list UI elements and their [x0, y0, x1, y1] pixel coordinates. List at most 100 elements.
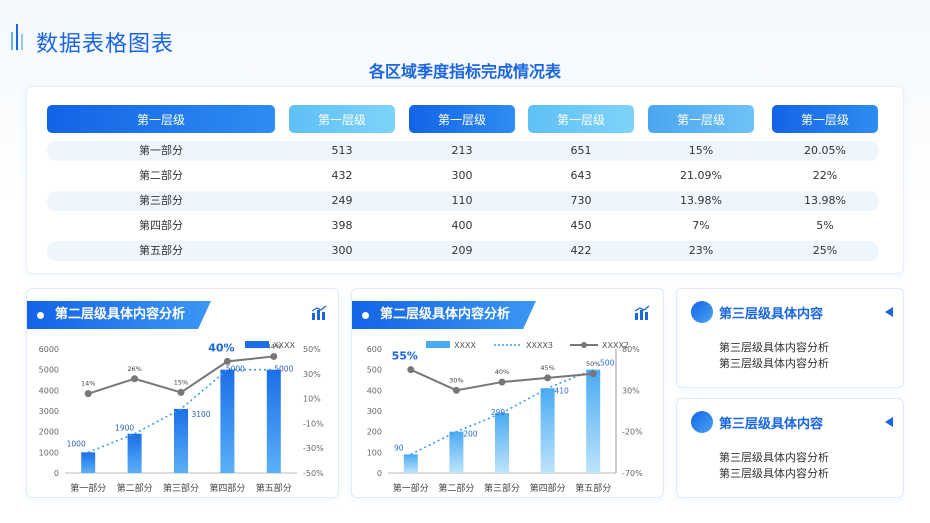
bar [266, 369, 281, 473]
table-cell: 300 [331, 244, 353, 257]
line-point [544, 374, 552, 382]
legend-label: XXXX [273, 341, 295, 350]
bullet-dot-icon [362, 312, 369, 319]
combo-chart-2: 0 100 200 300 400 500 600 -70% -20% 30% 80% 90 200 29… [367, 341, 643, 494]
panel-title-1: 第二层级具体内容分析 [27, 301, 211, 329]
line-point-label: 40% [495, 368, 509, 376]
line-point-label: 50% [586, 360, 600, 368]
table-cell: 300 [451, 169, 473, 182]
table-row: 第四部分 398 400 450 7% 5% [47, 216, 879, 236]
y-tick-label: 4000 [39, 386, 59, 395]
bar [403, 454, 418, 473]
legend-label: XXXX2 [602, 341, 629, 350]
bar-chart-icon [311, 305, 327, 320]
table-cell: 400 [451, 219, 473, 232]
team-icon [691, 301, 713, 323]
y2-tick-label: -20% [622, 428, 643, 437]
x-tick-label: 第三部分 [163, 482, 199, 494]
chart-panel-2: 第二层级具体内容分析 0 100 200 300 400 500 600 -70% -20% 30… [351, 288, 664, 498]
table-cell: 第五部分 [139, 244, 183, 257]
y-tick-label: 400 [367, 386, 382, 395]
table-cell: 第三部分 [139, 194, 183, 207]
y2-tick-label: 50% [303, 345, 321, 354]
x-tick-label: 第五部分 [575, 482, 611, 494]
table-cell: 110 [451, 194, 473, 207]
y-tick-label: 6000 [39, 345, 59, 354]
y2-tick-label: 30% [303, 370, 321, 379]
y2-tick-label: 30% [622, 386, 640, 395]
table-header-6: 第一层级 [772, 105, 878, 133]
bar-chart-icon [634, 305, 650, 320]
table-cell: 422 [570, 244, 592, 257]
table-header-1: 第一层级 [47, 105, 275, 133]
table-cell: 5% [816, 219, 834, 232]
arrow-left-icon [885, 307, 893, 317]
bar [220, 369, 235, 473]
y-tick-label: 600 [367, 345, 382, 354]
bar [174, 408, 188, 473]
line-point [223, 357, 231, 365]
bar-value-label: 290 [491, 408, 506, 417]
table-cell: 7% [692, 219, 710, 232]
bar [495, 413, 509, 473]
bar [586, 369, 601, 473]
legend-swatch [245, 341, 269, 348]
line-point-label: 44% [267, 342, 281, 350]
table-header-5: 第一层级 [648, 105, 754, 133]
bar-value-label: 90 [394, 443, 404, 452]
line-series [87, 355, 274, 395]
x-tick-label: 第一部分 [70, 482, 106, 494]
panel-title-1-text: 第二层级具体内容分析 [55, 307, 186, 322]
bar-value-label: 3100 [191, 410, 210, 419]
table-cell: 23% [688, 244, 714, 257]
bar-value-label: 5000 [226, 365, 245, 374]
combo-chart-1: 0 1000 2000 3000 4000 5000 6000 -50% -30% -10% 10%… [39, 341, 324, 494]
info-card-2-title: 第三层级具体内容 [719, 417, 824, 432]
table-cell: 398 [331, 219, 353, 232]
info-card-1-line-2: 第三层级具体内容分析 [719, 357, 829, 370]
bar-value-label: 410 [554, 386, 569, 395]
table-cell: 21.09% [680, 169, 722, 182]
line-point-label: 45% [540, 364, 554, 372]
table-header-3: 第一层级 [409, 105, 515, 133]
bar-value-label: 1900 [115, 424, 134, 433]
table-cell: 249 [331, 194, 353, 207]
table-row: 第二部分 432 300 643 21.09% 22% [47, 166, 879, 186]
table-row: 第一部分 513 213 651 15% 20.05% [47, 141, 879, 161]
x-tick-label: 第一部分 [393, 482, 429, 494]
table-cell: 第一部分 [139, 144, 183, 157]
y-tick-label: 1000 [39, 448, 59, 457]
table-cell: 15% [688, 144, 714, 157]
x-tick-label: 第五部分 [256, 482, 292, 494]
line-point-label: 26% [127, 365, 141, 373]
bar-value-label: 5000 [274, 365, 293, 374]
legend-label: XXXX3 [526, 341, 553, 350]
data-table: 第一层级 第一层级 第一层级 第一层级 第一层级 第一层级 第一部分 513 213… [26, 86, 904, 274]
table-row: 第三部分 249 110 730 13.98% 13.98% [47, 191, 879, 211]
table-cell: 643 [570, 169, 592, 182]
users-icon [691, 411, 713, 433]
table-header-4: 第一层级 [528, 105, 634, 133]
table-cell: 651 [570, 144, 592, 157]
table-cell: 13.98% [680, 194, 722, 207]
table-cell: 第二部分 [139, 169, 183, 182]
x-tick-label: 第二部分 [117, 482, 153, 494]
panel-title-2: 第二层级具体内容分析 [352, 301, 536, 329]
y2-tick-label: 10% [303, 395, 321, 404]
line-point-label: 14% [81, 380, 95, 388]
page-title: 数据表格图表 [36, 32, 175, 57]
bar [540, 388, 555, 473]
panel-title-2-text: 第二层级具体内容分析 [380, 307, 511, 322]
bar [81, 452, 96, 473]
logo-bars-icon [11, 24, 23, 50]
table-title: 各区域季度指标完成情况表 [368, 62, 561, 81]
y-tick-label: 3000 [39, 407, 59, 416]
line-point [270, 352, 278, 360]
y-tick-label: 5000 [39, 366, 59, 375]
y2-tick-label: 80% [622, 345, 640, 354]
line-point [84, 390, 92, 398]
bar-value-label: 500 [600, 359, 615, 368]
y2-tick-label: -10% [303, 419, 324, 428]
y-tick-label: 100 [367, 448, 382, 457]
line-point [131, 375, 139, 383]
